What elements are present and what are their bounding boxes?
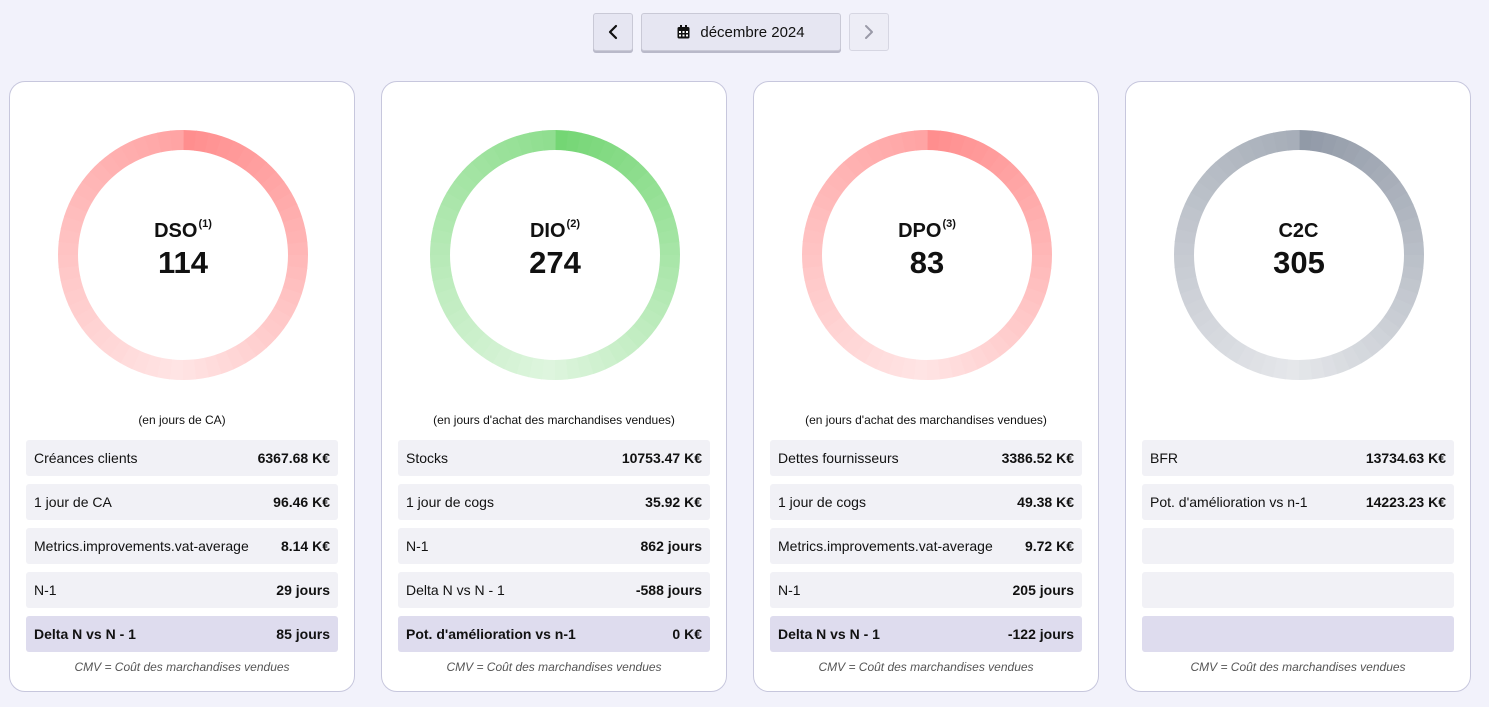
dio-card: DIO(2) 274 (en jours d'achat des marchan… xyxy=(381,81,727,692)
metric-row: Metrics.improvements.vat-average 9.72 K€ xyxy=(770,528,1082,564)
gauge-title: DSO(1) xyxy=(154,217,212,242)
next-month-button[interactable] xyxy=(849,13,889,51)
metric-row-highlight: Delta N vs N - 1 -122 jours xyxy=(770,616,1082,652)
metric-row: 1 jour de CA 96.46 K€ xyxy=(26,484,338,520)
chevron-left-icon xyxy=(608,24,618,40)
unit-note: (en jours de CA) xyxy=(138,413,226,427)
gauge-value: 274 xyxy=(529,244,581,280)
period-label: décembre 2024 xyxy=(700,23,805,41)
unit-note: (en jours d'achat des marchandises vendu… xyxy=(433,413,675,427)
dso-card: DSO(1) 114 (en jours de CA) Créances cli… xyxy=(9,81,355,692)
dio-gauge xyxy=(430,130,680,380)
period-selector-button[interactable]: décembre 2024 xyxy=(641,13,841,51)
metric-row-highlight: Pot. d'amélioration vs n-1 0 K€ xyxy=(398,616,710,652)
period-navigation: décembre 2024 xyxy=(0,13,1489,53)
gauge-value: 83 xyxy=(909,244,945,280)
unit-note: (en jours d'achat des marchandises vendu… xyxy=(805,413,1047,427)
ring-segment xyxy=(169,130,184,151)
c2c-gauge xyxy=(1174,130,1424,380)
previous-month-button[interactable] xyxy=(593,13,633,51)
gauge-value: 114 xyxy=(157,244,208,280)
metric-row: N-1 29 jours xyxy=(26,572,338,608)
ring-segment xyxy=(913,130,928,151)
footnote: CMV = Coût des marchandises vendues xyxy=(74,660,290,674)
metric-row: Metrics.improvements.vat-average 8.14 K€ xyxy=(26,528,338,564)
metric-row: N-1 205 jours xyxy=(770,572,1082,608)
dso-gauge xyxy=(58,130,308,380)
footnote: CMV = Coût des marchandises vendues xyxy=(446,660,662,674)
footnote: CMV = Coût des marchandises vendues xyxy=(818,660,1034,674)
gauge-title: C2C xyxy=(1278,219,1319,242)
metric-row: 1 jour de cogs 49.38 K€ xyxy=(770,484,1082,520)
metric-row: Stocks 10753.47 K€ xyxy=(398,440,710,476)
calendar-icon xyxy=(677,25,690,39)
metric-row: BFR 13734.63 K€ xyxy=(1142,440,1454,476)
gauge-title: DPO(3) xyxy=(898,217,956,242)
metric-row-empty xyxy=(1142,616,1454,652)
dpo-gauge xyxy=(802,130,1052,380)
metric-row-empty xyxy=(1142,528,1454,564)
footnote: CMV = Coût des marchandises vendues xyxy=(1190,660,1406,674)
metric-row: Dettes fournisseurs 3386.52 K€ xyxy=(770,440,1082,476)
metric-row: Créances clients 6367.68 K€ xyxy=(26,440,338,476)
ring-segment xyxy=(541,130,556,151)
ring-segment xyxy=(1285,130,1300,151)
metric-row: N-1 862 jours xyxy=(398,528,710,564)
metric-row-empty xyxy=(1142,572,1454,608)
metric-row: 1 jour de cogs 35.92 K€ xyxy=(398,484,710,520)
c2c-card: C2C 305 BFR 13734.63 K€ Pot. d'améliorati… xyxy=(1125,81,1471,692)
metric-row: Delta N vs N - 1 -588 jours xyxy=(398,572,710,608)
metric-row: Pot. d'amélioration vs n-1 14223.23 K€ xyxy=(1142,484,1454,520)
gauge-title: DIO(2) xyxy=(529,217,580,242)
dpo-card: DPO(3) 83 (en jours d'achat des marchand… xyxy=(753,81,1099,692)
gauge-value: 305 xyxy=(1273,244,1325,280)
chevron-right-icon xyxy=(865,25,873,39)
metric-row-highlight: Delta N vs N - 1 85 jours xyxy=(26,616,338,652)
